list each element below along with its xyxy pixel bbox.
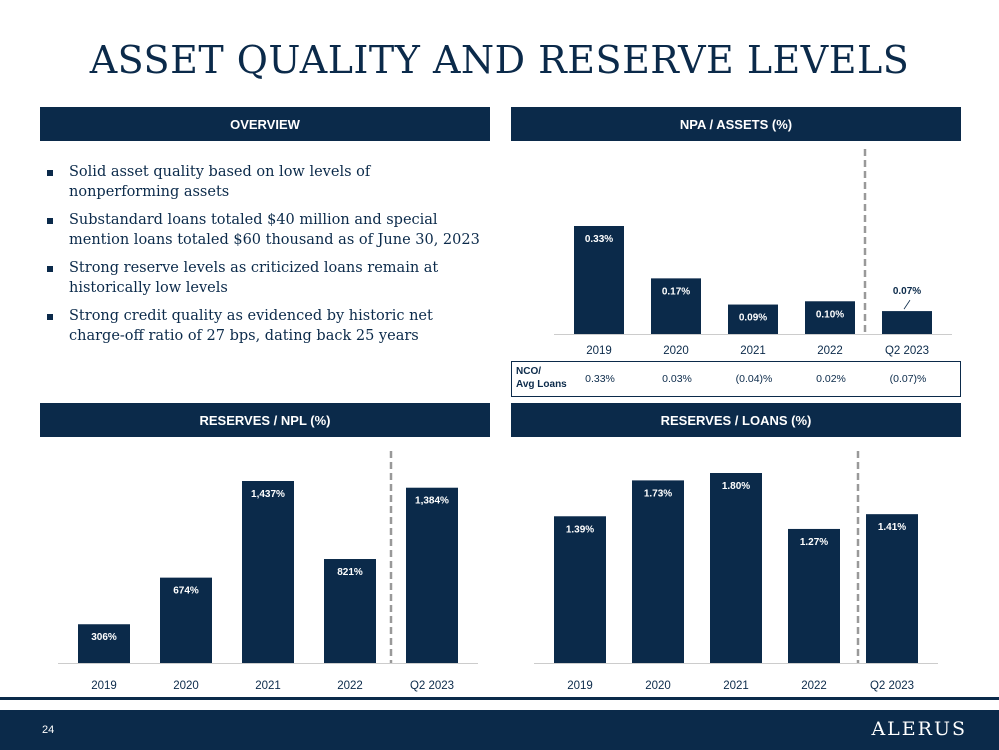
npa-svg: 0.33% 2019 0.17% 2020 0.09% 2021 0.10% 2022 0.07… [554, 149, 952, 357]
nco-value: (0.07)% [889, 373, 927, 385]
bar-data-label: 306% [91, 632, 117, 643]
bullet-text: Substandard loans totaled $40 million an… [69, 212, 480, 248]
reserves-npl-header: RESERVES / NPL (%) [40, 403, 490, 437]
bar-data-label: 1.27% [800, 537, 828, 548]
bar [554, 516, 606, 663]
bar [651, 278, 701, 334]
bullet-square-icon [47, 218, 53, 224]
overview-header: OVERVIEW [40, 107, 490, 141]
x-tick-label: 2019 [91, 680, 117, 692]
x-tick-label: 2022 [337, 680, 363, 692]
bullet-text: Solid asset quality based on low levels … [69, 164, 371, 200]
nco-label-line2: Avg Loans [516, 379, 567, 390]
nco-value: 0.03% [662, 373, 692, 385]
x-tick-label: 2021 [255, 680, 281, 692]
overview-bullet: Strong credit quality as evidenced by hi… [45, 306, 480, 346]
res_loans-svg: 1.39% 2019 1.73% 2020 1.80% 2021 1.27% 2022 1.41… [534, 451, 938, 692]
nco-label-line1: NCO/ [516, 366, 541, 377]
nco-value: 0.33% [585, 373, 615, 385]
x-tick-label: Q2 2023 [410, 680, 454, 692]
x-tick-label: 2020 [663, 345, 689, 357]
bar [710, 473, 762, 663]
bullet-square-icon [47, 170, 53, 176]
bar [805, 301, 855, 334]
bullet-square-icon [47, 266, 53, 272]
reserves-loans-header: RESERVES / LOANS (%) [511, 403, 961, 437]
x-tick-label: 2021 [740, 345, 766, 357]
x-tick-label: Q2 2023 [870, 680, 914, 692]
bar-data-label: 1.39% [566, 524, 594, 535]
bullet-square-icon [47, 314, 53, 320]
res_npl-svg: 306% 2019 674% 2020 1,437% 2021 821% 2022 1,384%… [58, 451, 478, 692]
x-tick-label: 2020 [645, 680, 671, 692]
page-number: 24 [42, 724, 55, 736]
bar-data-label: 0.33% [585, 234, 613, 245]
bar-data-label: 1,384% [415, 496, 449, 507]
bar-data-label: 0.09% [739, 313, 767, 324]
footer-bar: 24 ALERUS [0, 710, 999, 750]
bar [406, 487, 458, 663]
bar [78, 624, 130, 663]
overview-bullet: Strong reserve levels as criticized loan… [45, 258, 480, 298]
x-tick-label: 2022 [817, 345, 843, 357]
bar [632, 480, 684, 663]
reserves-npl-chart: 306% 2019 674% 2020 1,437% 2021 821% 2022 1,384%… [40, 437, 490, 697]
bar-data-label: 0.10% [816, 309, 844, 320]
bar [788, 528, 840, 663]
alerus-logo: ALERUS [871, 718, 967, 740]
x-tick-label: 2020 [173, 680, 199, 692]
reserves-loans-chart: 1.39% 2019 1.73% 2020 1.80% 2021 1.27% 2022 1.41… [511, 437, 961, 697]
overview-bullet-list: Solid asset quality based on low levels … [45, 162, 480, 354]
bar [866, 514, 918, 663]
bar-data-label: 0.07% [893, 286, 921, 297]
npa-assets-header: NPA / ASSETS (%) [511, 107, 961, 141]
bar-data-label: 0.17% [662, 286, 690, 297]
bar-data-label: 1.73% [644, 488, 672, 499]
bar [242, 481, 294, 663]
bar-data-label: 674% [173, 586, 199, 597]
label-leader-line [903, 299, 911, 310]
bar [160, 577, 212, 663]
x-tick-label: 2022 [801, 680, 827, 692]
x-tick-label: Q2 2023 [885, 345, 929, 357]
page-title: ASSET QUALITY AND RESERVE LEVELS [89, 38, 910, 82]
bar-data-label: 1.41% [878, 522, 906, 533]
nco-value: (0.04)% [735, 373, 773, 385]
x-tick-label: 2019 [567, 680, 593, 692]
footer-divider [0, 697, 999, 700]
bar [882, 311, 932, 334]
bar-data-label: 1,437% [251, 489, 285, 500]
bar-data-label: 821% [337, 567, 363, 578]
bar [728, 304, 778, 334]
bar [574, 226, 624, 334]
npa-assets-chart: 0.33% 2019 0.17% 2020 0.09% 2021 0.10% 2022 0.07… [511, 141, 961, 361]
overview-bullet: Substandard loans totaled $40 million an… [45, 210, 480, 250]
nco-value: 0.02% [816, 373, 846, 385]
x-tick-label: 2021 [723, 680, 749, 692]
nco-avg-loans-table: NCO/ Avg Loans 0.33% 0.03% (0.04)% 0.02%… [511, 361, 961, 397]
bullet-text: Strong credit quality as evidenced by hi… [69, 308, 433, 344]
x-tick-label: 2019 [586, 345, 612, 357]
nco-label: NCO/ Avg Loans [516, 365, 567, 391]
overview-bullet: Solid asset quality based on low levels … [45, 162, 480, 202]
bar-data-label: 1.80% [722, 481, 750, 492]
bar [324, 559, 376, 663]
bullet-text: Strong reserve levels as criticized loan… [69, 260, 439, 296]
